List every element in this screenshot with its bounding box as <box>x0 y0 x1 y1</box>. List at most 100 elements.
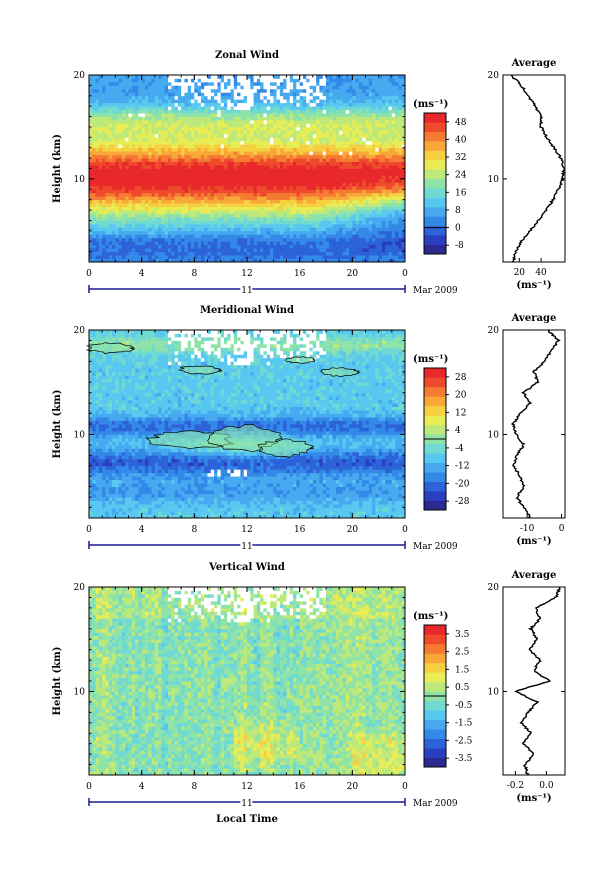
average-frame <box>502 586 566 776</box>
average-x-label: (ms⁻¹) <box>516 536 551 547</box>
average-frame <box>502 329 566 519</box>
x-tick-label: 20 <box>347 269 359 279</box>
meridional-contours <box>86 342 361 458</box>
colorbar <box>423 112 449 255</box>
colorbar-tick-label: 24 <box>455 171 467 181</box>
x-tick-label: 12 <box>241 782 252 792</box>
y-tick-label: 20 <box>74 583 86 593</box>
average-x-tick-label: 40 <box>535 268 547 278</box>
y-tick-label: 20 <box>74 326 86 336</box>
average-profile-line <box>514 586 561 776</box>
colorbar-tick-label: 3.5 <box>455 630 470 640</box>
average-profile-line <box>510 74 567 263</box>
x-axis-label: Local Time <box>216 814 278 825</box>
colorbar-label: (ms⁻¹) <box>413 611 448 622</box>
colorbar-tick-label: 16 <box>455 188 467 198</box>
date-label: Mar 2009 <box>413 799 458 809</box>
colorbar-tick-label: 0.5 <box>455 683 470 693</box>
panel-2: Meridional Wind 0 4 8 12 16 20 0 20 10 Height (km)… <box>52 305 566 554</box>
colorbar-tick-label: 0 <box>455 224 461 234</box>
x-tick-label: 0 <box>86 269 92 279</box>
x-tick-label: 16 <box>294 782 306 792</box>
colorbar-tick-label: -12 <box>455 462 470 472</box>
y-tick-label: 10 <box>74 687 86 697</box>
colorbar-tick-label: 48 <box>455 118 467 128</box>
contour-line <box>285 356 316 364</box>
average-title: Average <box>511 58 557 69</box>
average-x-label: (ms⁻¹) <box>516 793 551 804</box>
colorbar-tick-label: 28 <box>455 373 467 383</box>
average-title: Average <box>511 313 557 324</box>
x-tick-label: 0 <box>402 269 408 279</box>
average-x-tick-label: 20 <box>514 268 526 278</box>
x-tick-label: 12 <box>241 525 252 535</box>
colorbar-tick-label: 20 <box>455 391 467 401</box>
x-tick-label: 20 <box>347 782 359 792</box>
colorbar-tick-label: 32 <box>455 153 466 163</box>
x-tick-label: 12 <box>241 269 252 279</box>
average-y-tick-label: 10 <box>488 687 500 697</box>
x-tick-label: 4 <box>139 525 145 535</box>
contour-line <box>257 438 315 458</box>
y-tick-label: 20 <box>74 71 86 81</box>
x-tick-label: 8 <box>191 269 197 279</box>
colorbar-tick-label: -4 <box>455 444 464 454</box>
average-title: Average <box>511 570 557 581</box>
colorbar-tick-label: 1.5 <box>455 665 470 675</box>
colorbar-label: (ms⁻¹) <box>413 354 448 365</box>
panel-title: Meridional Wind <box>200 305 294 316</box>
heatmap-cells <box>89 587 406 776</box>
y-tick-label: 10 <box>74 175 86 185</box>
average-y-tick-label: 20 <box>488 326 500 336</box>
date-label: Mar 2009 <box>413 286 458 296</box>
average-x-tick-label: 0 <box>559 524 565 534</box>
colorbar-tick-label: -2.5 <box>455 736 473 746</box>
y-tick-label: 10 <box>74 430 86 440</box>
day-label: 11 <box>241 542 252 552</box>
colorbar-tick-label: -28 <box>455 497 470 507</box>
x-tick-label: 8 <box>191 525 197 535</box>
average-profile-line <box>510 329 561 519</box>
y-axis-label: Height (km) <box>52 647 63 716</box>
colorbar-label: (ms⁻¹) <box>413 99 448 110</box>
x-tick-label: 20 <box>347 525 359 535</box>
heatmap-cells <box>89 75 406 263</box>
average-y-tick-label: 20 <box>488 71 500 81</box>
x-tick-label: 16 <box>294 269 306 279</box>
y-axis-label: Height (km) <box>52 134 63 203</box>
colorbar-tick-label: -0.5 <box>455 701 473 711</box>
colorbar-tick-label: -1.5 <box>455 719 473 729</box>
contour-line <box>320 367 361 377</box>
colorbar-tick-label: -20 <box>455 479 470 489</box>
average-panel: Average 20 10 20 40 (ms⁻¹) <box>488 58 567 291</box>
average-y-tick-label: 10 <box>488 430 500 440</box>
colorbar-tick-label: 12 <box>455 408 466 418</box>
x-tick-label: 4 <box>139 782 145 792</box>
average-x-tick-label: -10 <box>520 524 535 534</box>
colorbar-tick-label: 8 <box>455 206 461 216</box>
day-label: 11 <box>241 286 252 296</box>
date-label: Mar 2009 <box>413 542 458 552</box>
y-axis-label: Height (km) <box>52 390 63 459</box>
average-panel: Average 20 10 -10 0 (ms⁻¹) <box>488 313 566 547</box>
average-panel: Average 20 10 -0.2 0.0 (ms⁻¹) <box>488 570 566 804</box>
x-tick-label: 0 <box>86 782 92 792</box>
colorbar <box>423 367 449 511</box>
average-x-tick-label: 0.0 <box>539 781 554 791</box>
average-y-tick-label: 20 <box>488 583 500 593</box>
x-tick-label: 0 <box>86 525 92 535</box>
colorbar-tick-label: 2.5 <box>455 648 470 658</box>
average-x-tick-label: -0.2 <box>507 781 524 791</box>
contour-line <box>178 365 223 375</box>
average-x-label: (ms⁻¹) <box>516 280 551 291</box>
colorbar-tick-label: -8 <box>455 241 464 251</box>
x-tick-label: 0 <box>402 525 408 535</box>
panel-title: Zonal Wind <box>215 50 279 61</box>
panel-3: Vertical Wind 0 4 8 12 16 20 0 20 10 Height (km) 11… <box>52 562 566 811</box>
colorbar-tick-label: -3.5 <box>455 754 473 764</box>
x-tick-label: 4 <box>139 269 145 279</box>
colorbar <box>423 624 449 768</box>
heatmap-cells <box>89 330 406 519</box>
